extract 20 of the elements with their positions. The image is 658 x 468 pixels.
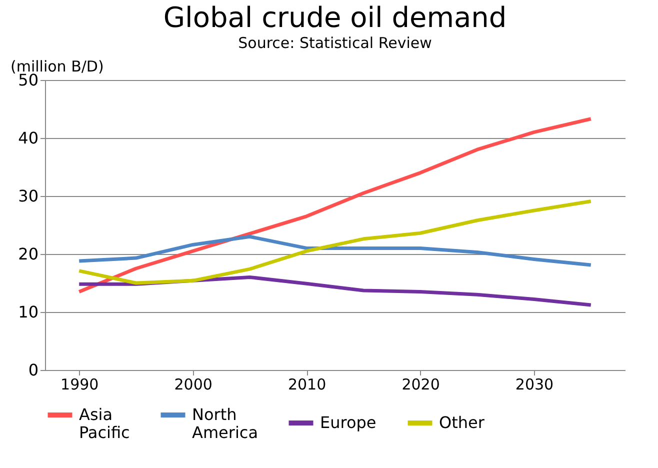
chart-subtitle: Source: Statistical Review <box>238 34 432 52</box>
y-tick-label: 20 <box>18 244 38 264</box>
legend-label: Europe <box>320 413 376 432</box>
legend-label: Asia Pacific <box>79 405 130 442</box>
x-tick-label: 2020 <box>402 376 440 394</box>
y-tick-label: 10 <box>18 302 38 322</box>
y-tick-label: 50 <box>18 70 38 90</box>
x-tick-label: 2030 <box>515 376 554 394</box>
x-tick-label: 2000 <box>174 376 212 394</box>
line-series <box>77 234 593 267</box>
line-series <box>77 199 593 285</box>
y-tick-label: 30 <box>18 186 38 206</box>
line-series <box>77 117 593 294</box>
y-tick-label: 0 <box>28 360 38 380</box>
x-tick-label: 2010 <box>288 376 326 394</box>
legend-label: North America <box>192 405 258 442</box>
chart-title: Global crude oil demand <box>163 1 507 34</box>
legend-label: Other <box>439 413 485 432</box>
y-tick-label: 40 <box>18 128 38 148</box>
x-tick-label: 1990 <box>60 376 99 394</box>
